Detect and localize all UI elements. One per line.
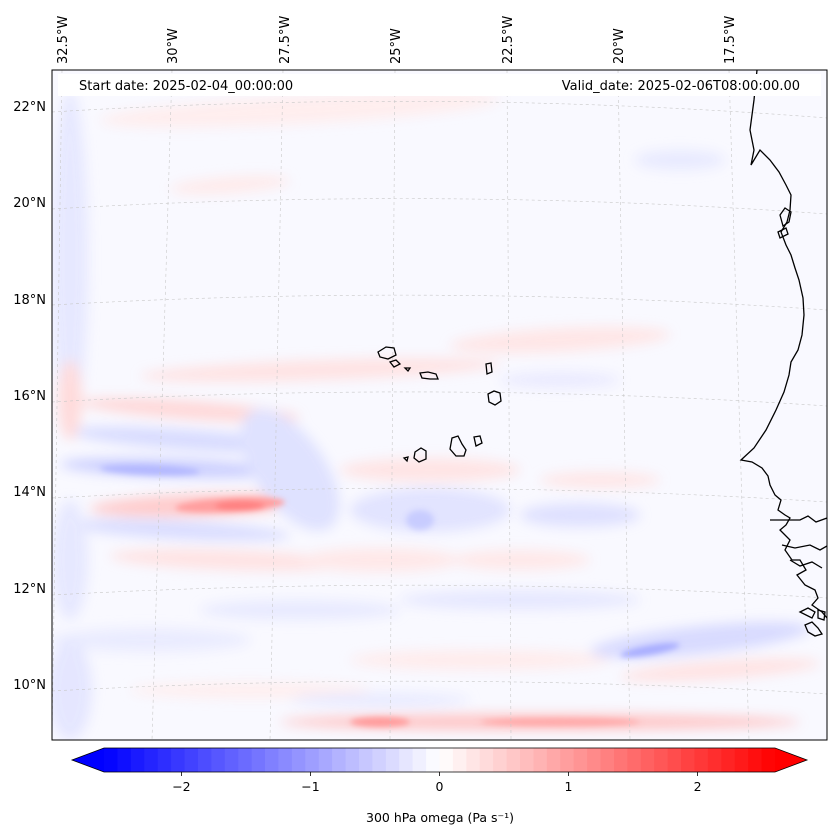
colorbar-segment <box>265 748 280 772</box>
colorbar-tick-label: 0 <box>436 779 444 794</box>
colorbar-segment <box>761 748 776 772</box>
colorbar-segment <box>667 748 682 772</box>
colorbar-segment <box>600 748 615 772</box>
colorbar-segment <box>318 748 333 772</box>
colorbar-segment <box>224 748 239 772</box>
colorbar-segment <box>707 748 722 772</box>
lat-label: 10°N <box>13 678 46 693</box>
cape-verde-santo-antao <box>377 346 397 360</box>
lon-label: 20°W <box>612 28 627 64</box>
colorbar-segment <box>613 748 628 772</box>
colorbar-tick-label: −2 <box>172 779 190 794</box>
colorbar-segment <box>493 748 508 772</box>
colorbar-segment <box>197 748 212 772</box>
colorbar-segment <box>466 748 481 772</box>
longitude-labels: 32.5°W 30°W 27.5°W 25°W 22.5°W 20°W 17.5… <box>56 16 738 64</box>
latitude-labels: 22°N 20°N 18°N 16°N 14°N 12°N 10°N <box>13 100 46 693</box>
map-frame <box>51 69 828 741</box>
lat-label: 18°N <box>13 293 46 308</box>
colorbar-ticks: −2 −1 0 1 2 <box>172 772 702 794</box>
colorbar-segment <box>654 748 669 772</box>
colorbar-segment <box>627 748 642 772</box>
date-banner <box>58 74 821 96</box>
colorbar-segment <box>117 748 132 772</box>
colorbar-segment <box>479 748 494 772</box>
colorbar-segment <box>694 748 709 772</box>
start-date-label: Start date: 2025-02-04_00:00:00 <box>79 79 293 94</box>
colorbar-segment <box>130 748 145 772</box>
colorbar-segment <box>144 748 159 772</box>
colorbar-segment <box>184 748 199 772</box>
lat-label: 22°N <box>13 100 46 115</box>
africa-coastline <box>739 70 827 619</box>
lon-label: 25°W <box>389 28 404 64</box>
colorbar-segment <box>305 748 320 772</box>
colorbar-segment <box>506 748 521 772</box>
omega-field <box>52 90 820 740</box>
lon-label: 32.5°W <box>56 16 71 64</box>
map-panel: Start date: 2025-02-04_00:00:00 Valid_da… <box>51 69 828 741</box>
colorbar-segment <box>385 748 400 772</box>
colorbar-segment <box>345 748 360 772</box>
colorbar-segment <box>372 748 387 772</box>
lon-label: 27.5°W <box>278 16 293 64</box>
lon-label: 22.5°W <box>501 16 516 64</box>
colorbar-segment <box>211 748 226 772</box>
lat-label: 16°N <box>13 389 46 404</box>
colorbar-segment <box>412 748 427 772</box>
colorbar-tick-label: 1 <box>565 779 573 794</box>
colorbar-segment <box>748 748 763 772</box>
lon-label: 17.5°W <box>723 16 738 64</box>
coastlines <box>377 70 827 637</box>
colorbar-segment <box>721 748 736 772</box>
colorbar-segment <box>452 748 467 772</box>
colorbar-segment <box>399 748 414 772</box>
valid-date-label: Valid_date: 2025-02-06T08:00:00.00 <box>562 79 800 94</box>
colorbar-segment <box>573 748 588 772</box>
lat-label: 12°N <box>13 582 46 597</box>
colorbar-segment <box>533 748 548 772</box>
colorbar-segment <box>104 748 119 772</box>
colorbar-max-extend-arrow <box>775 748 807 772</box>
colorbar-label: 300 hPa omega (Pa s⁻¹) <box>366 810 514 825</box>
colorbar-min-extend-arrow <box>72 748 104 772</box>
colorbar-segment <box>426 748 441 772</box>
lat-label: 20°N <box>13 196 46 211</box>
colorbar-segment <box>734 748 749 772</box>
colorbar-segment <box>560 748 575 772</box>
colorbar-segment <box>520 748 535 772</box>
colorbar-segment <box>157 748 172 772</box>
colorbar-segment <box>238 748 253 772</box>
lon-label: 30°W <box>166 28 181 64</box>
colorbar-segment <box>439 748 454 772</box>
colorbar: −2 −1 0 1 2 300 hPa omega (Pa s⁻¹) <box>70 747 809 825</box>
colorbar-tick-label: −1 <box>301 779 319 794</box>
colorbar-segment <box>546 748 561 772</box>
colorbar-outline <box>70 747 809 773</box>
colorbar-segments <box>104 748 776 772</box>
colorbar-segment <box>681 748 696 772</box>
colorbar-segment <box>332 748 347 772</box>
lat-label: 14°N <box>13 485 46 500</box>
colorbar-segment <box>358 748 373 772</box>
colorbar-segment <box>171 748 186 772</box>
colorbar-segment <box>291 748 306 772</box>
colorbar-tick-label: 2 <box>694 779 702 794</box>
colorbar-segment <box>251 748 266 772</box>
colorbar-segment <box>587 748 602 772</box>
colorbar-segment <box>278 748 293 772</box>
cape-verde-santiago <box>449 435 467 457</box>
graticule <box>52 70 827 740</box>
colorbar-segment <box>640 748 655 772</box>
